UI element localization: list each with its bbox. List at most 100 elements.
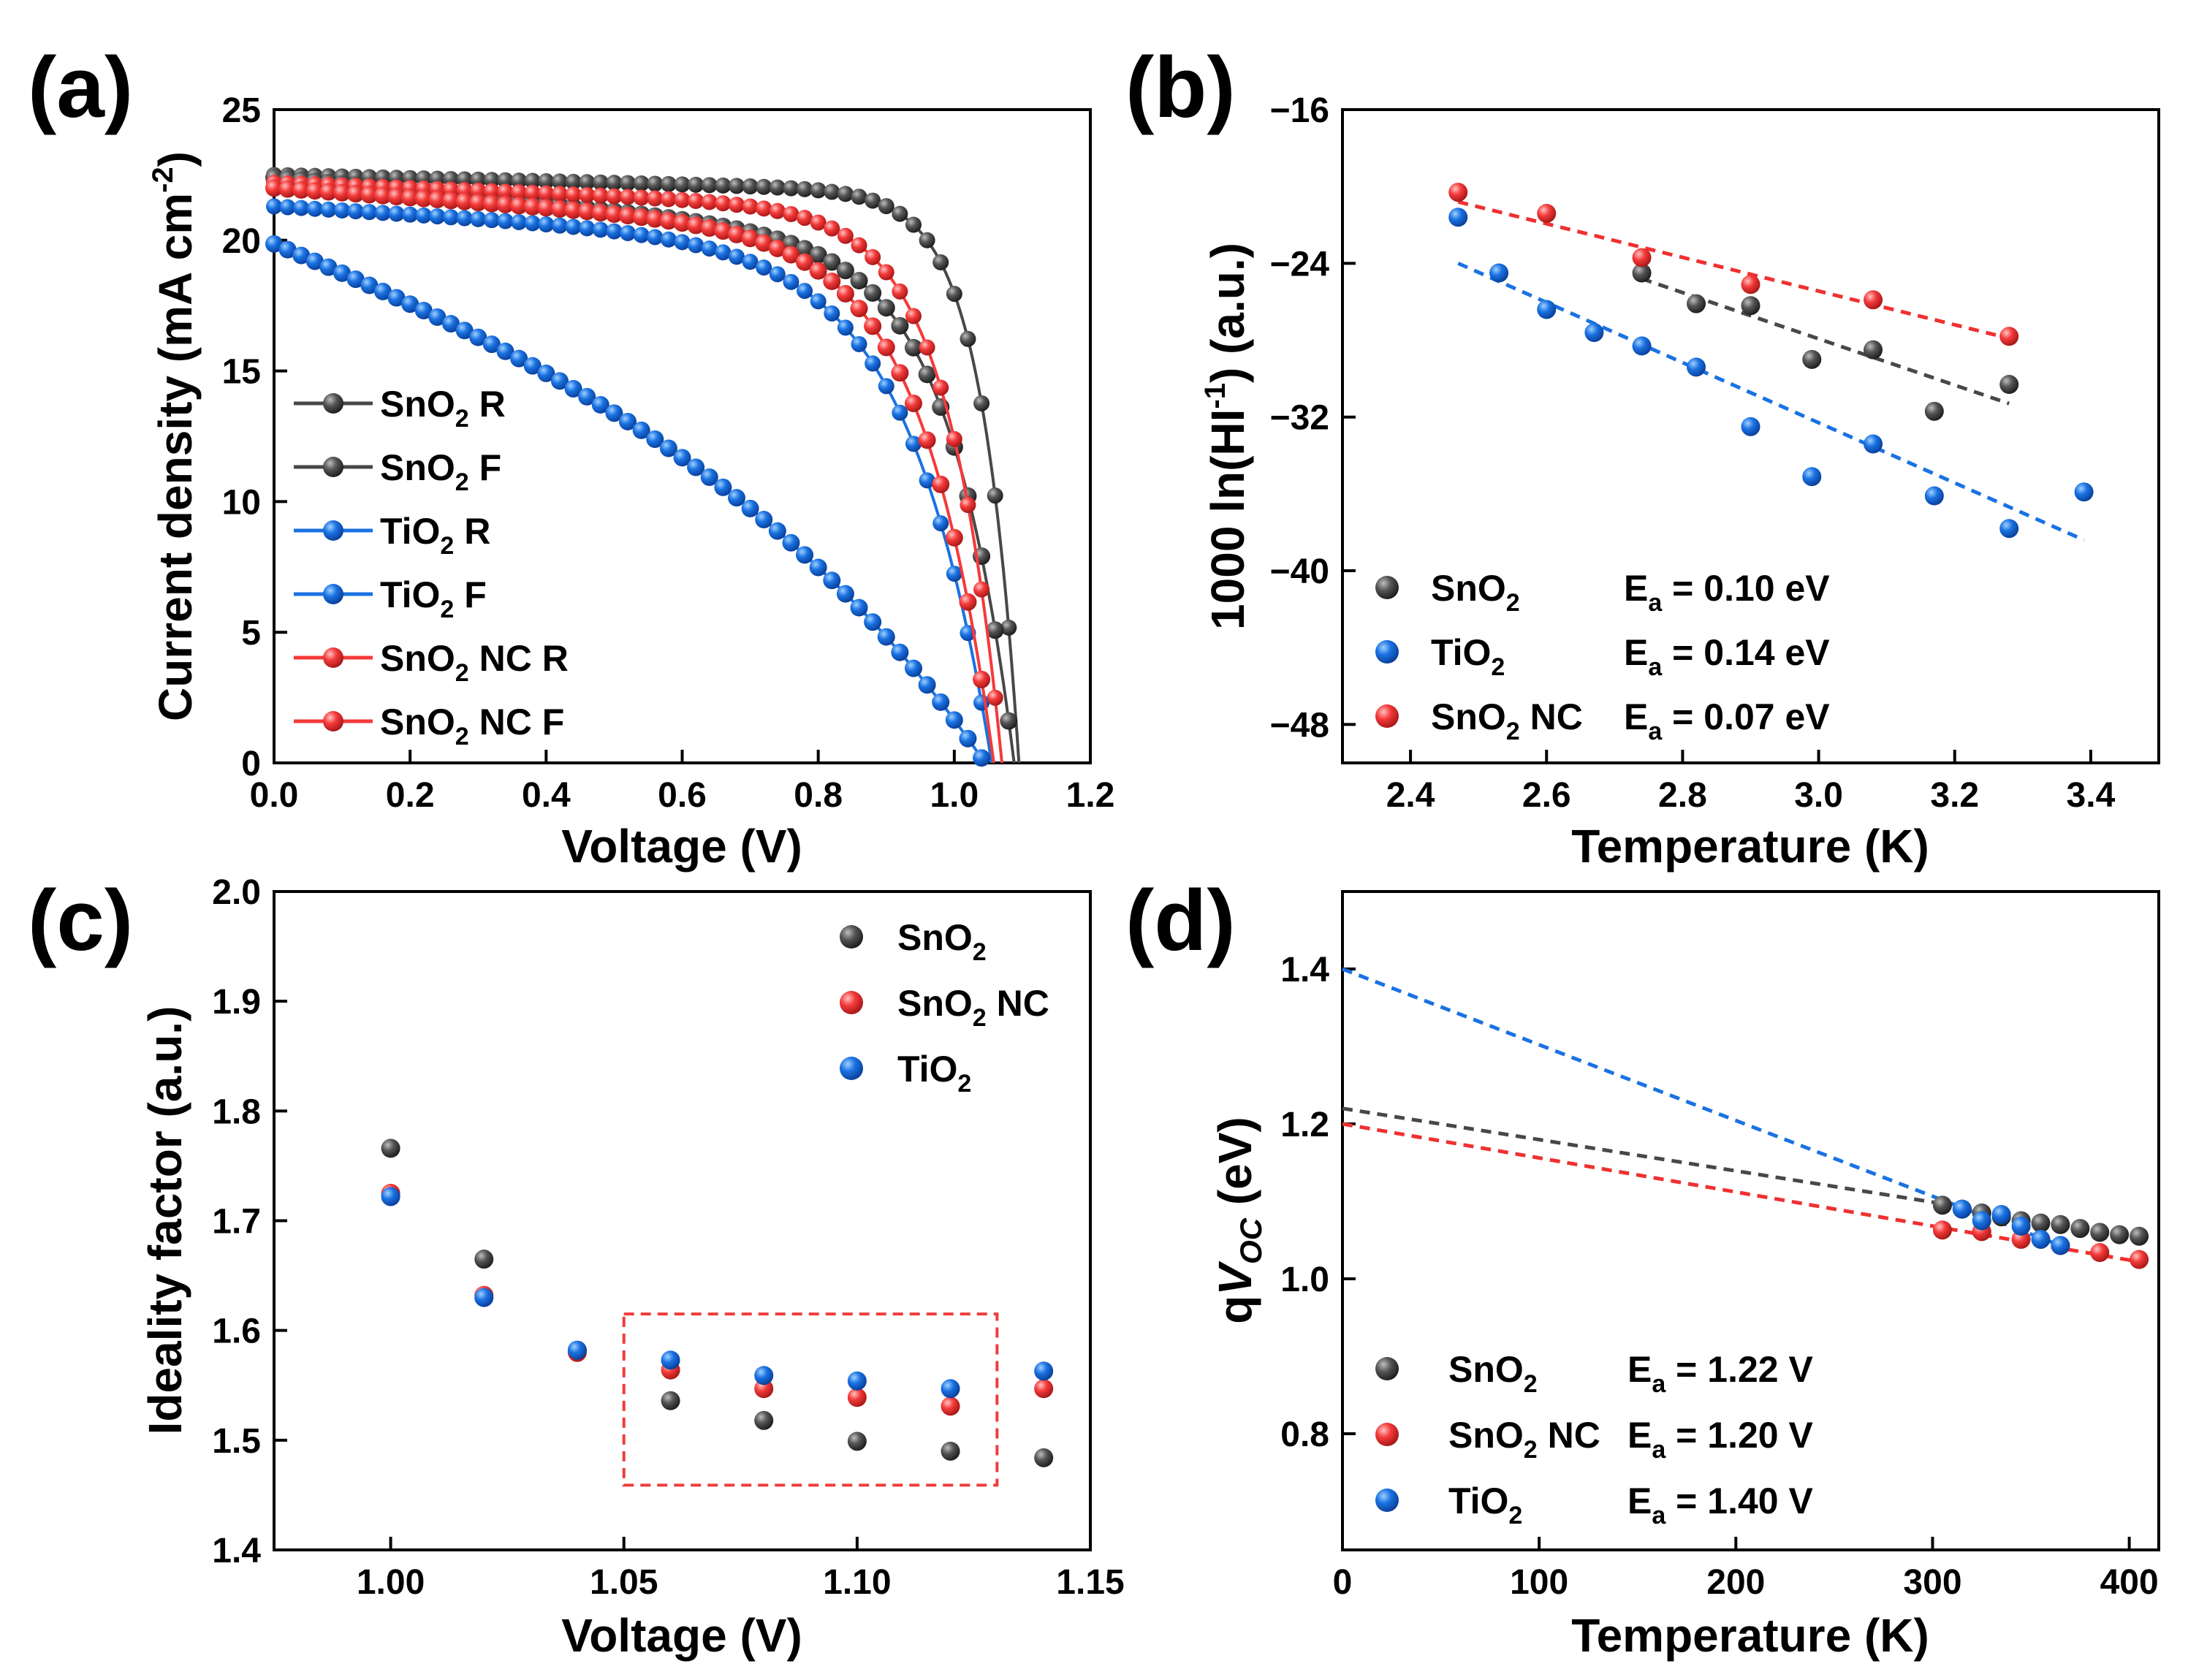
x-tick-label-b: 3.2: [1930, 776, 1979, 815]
jv-point-2: [824, 305, 840, 322]
legend-a-label-2: TiO2 R: [380, 511, 490, 560]
jv-point-2: [374, 205, 391, 221]
jv-point-4: [905, 308, 922, 324]
jv-point-3: [619, 412, 637, 430]
jv-point-4: [579, 186, 596, 203]
points-b: [1448, 183, 2094, 539]
legend-a-label-sub: 2: [455, 468, 469, 496]
jv-point-0: [483, 172, 500, 189]
jv-point-5: [619, 207, 637, 225]
jv-point-1: [836, 262, 854, 280]
jv-point-5: [659, 212, 677, 230]
jv-point-1: [823, 253, 841, 271]
jv-point-0: [783, 180, 799, 197]
legend-d-label-main: TiO: [1448, 1481, 1508, 1521]
jv-point-2: [837, 319, 854, 336]
jv-point-0: [1000, 619, 1017, 636]
y-tick-label-a: 25: [222, 91, 261, 130]
jv-point-3: [496, 342, 514, 360]
legend-b-ea-main: E: [1624, 568, 1648, 609]
jv-point-3: [973, 749, 991, 767]
jv-point-4: [742, 198, 759, 215]
jv-point-4: [769, 202, 786, 219]
legend-a-label-main: SnO: [380, 702, 455, 742]
jv-point-3: [564, 379, 582, 398]
y-tick-label-c: 1.8: [212, 1092, 261, 1131]
legend-d-label-sub: 2: [1524, 1370, 1538, 1398]
data-point-c-0: [941, 1441, 960, 1461]
legend-b-marker-0: [1375, 576, 1399, 599]
jv-point-2: [456, 210, 473, 227]
jv-point-5: [414, 189, 433, 208]
jv-point-3: [442, 315, 460, 333]
y-tick-label-a: 20: [222, 222, 261, 261]
jv-point-0: [960, 330, 976, 347]
y-axis-title-d-sub: OC: [1234, 1217, 1268, 1264]
y-tick-label-d: 1.4: [1280, 951, 1329, 989]
jv-point-2: [266, 198, 282, 215]
jv-point-4: [647, 190, 664, 207]
data-point-b-2: [1632, 248, 1652, 267]
jv-point-2: [810, 293, 827, 310]
data-point-d-2: [1952, 1199, 1972, 1219]
jv-point-3: [537, 364, 555, 382]
jv-point-2: [415, 207, 432, 224]
jv-point-4: [878, 264, 894, 281]
jv-point-2: [715, 244, 732, 261]
jv-point-3: [959, 729, 977, 748]
jv-point-5: [523, 197, 542, 216]
jv-point-3: [346, 270, 365, 289]
jv-point-5: [891, 364, 909, 382]
jv-point-3: [591, 395, 609, 414]
jv-point-5: [442, 191, 460, 210]
data-point-b-0: [1741, 296, 1760, 316]
y-tick-label-b: −32: [1270, 399, 1329, 438]
legend-d-ea-main: E: [1627, 1415, 1652, 1456]
y-axis-title-d: qVOC (eV): [1209, 1117, 1268, 1323]
x-tick-label-b: 2.4: [1386, 776, 1435, 815]
legend-a-label-rest: R: [454, 511, 490, 552]
legend-d-ea-0: Ea = 1.22 V: [1627, 1349, 1813, 1398]
jv-point-4: [606, 188, 623, 205]
jv-point-5: [809, 262, 827, 280]
legend-b-label-main: SnO: [1431, 568, 1506, 609]
legend-a-label-main: SnO: [380, 638, 455, 679]
jv-point-2: [905, 436, 922, 452]
x-tick-label-d: 300: [1903, 1563, 1961, 1602]
legend-d-marker-0: [1375, 1357, 1399, 1380]
legend-c-label-sub: 2: [973, 938, 987, 966]
data-point-b-0: [1924, 401, 1944, 421]
jv-point-2: [347, 203, 364, 220]
jv-point-5: [305, 182, 324, 200]
jv-point-4: [987, 689, 1003, 706]
jv-point-3: [727, 489, 745, 507]
jv-point-5: [360, 186, 379, 204]
jv-point-3: [373, 282, 392, 300]
jv-point-4: [565, 186, 582, 203]
y-tick-label-a: 15: [222, 353, 261, 392]
legend-c-marker-2: [840, 1057, 863, 1080]
legend-d-label-sub: 2: [1524, 1436, 1538, 1464]
legend-d-label-main: SnO: [1448, 1415, 1524, 1456]
x-tick-label-d: 400: [2100, 1563, 2159, 1602]
data-point-c-1: [941, 1396, 960, 1416]
jv-point-1: [796, 240, 814, 258]
jv-point-5: [346, 185, 365, 203]
legend-a-label-main: SnO: [380, 384, 455, 425]
jv-point-0: [810, 182, 827, 199]
data-point-d-2: [2031, 1229, 2051, 1249]
jv-point-2: [483, 212, 500, 229]
x-tick-label-c: 1.10: [823, 1563, 891, 1602]
jv-point-3: [605, 404, 623, 422]
jv-point-4: [756, 200, 772, 217]
legend-d-ea-rest: = 1.22 V: [1665, 1349, 1813, 1390]
y-tick-label-c: 1.5: [212, 1422, 261, 1461]
jv-point-5: [727, 225, 745, 243]
jv-point-1: [986, 621, 1004, 639]
jv-point-5: [265, 179, 283, 197]
x-tick-label-a: 1.0: [930, 776, 979, 815]
jv-point-4: [497, 183, 514, 200]
data-point-b-1: [1632, 336, 1652, 356]
jv-point-2: [756, 259, 772, 276]
jv-point-3: [755, 511, 773, 529]
